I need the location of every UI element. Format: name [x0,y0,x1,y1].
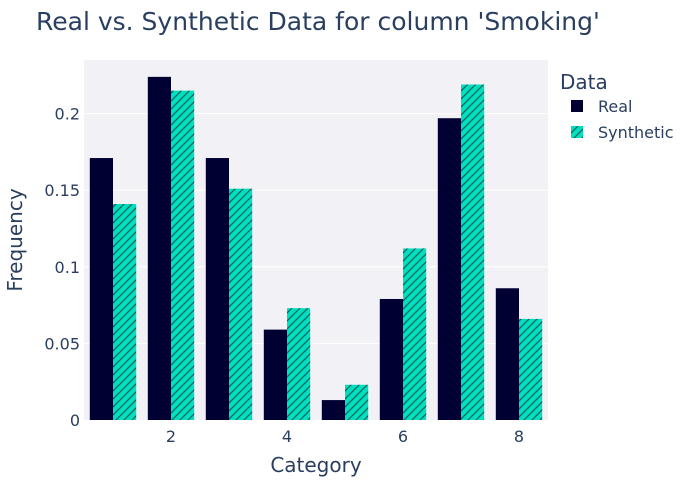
y-tick-label: 0.05 [44,334,80,353]
bar-synthetic-category-3[interactable] [229,188,253,420]
y-tick-label: 0.2 [55,105,80,124]
x-tick-label: 4 [282,427,292,446]
x-tick-label: 8 [514,427,524,446]
legend-title: Data [560,70,608,94]
legend-swatch-synthetic[interactable] [571,126,583,138]
bar-synthetic-category-5[interactable] [345,384,369,420]
x-tick-label: 6 [398,427,408,446]
bar-real-category-6[interactable] [379,298,403,420]
y-tick-label: 0 [70,411,80,430]
bar-synthetic-category-8[interactable] [519,318,543,420]
y-tick-label: 0.15 [44,181,80,200]
legend-swatch-real[interactable] [571,100,583,112]
bar-synthetic-category-7[interactable] [461,84,485,421]
bar-real-category-5[interactable] [321,400,345,420]
bar-synthetic-category-1[interactable] [113,204,137,420]
legend-label-real[interactable]: Real [598,97,633,116]
legend-label-synthetic[interactable]: Synthetic [598,123,674,142]
bar-real-category-2[interactable] [147,76,171,420]
x-tick-labels: 2 4 6 8 [166,427,524,446]
y-tick-labels: 0 0.05 0.1 0.15 0.2 [44,105,80,430]
bar-real-category-8[interactable] [495,288,519,420]
bar-real-category-1[interactable] [89,158,113,421]
chart-title: Real vs. Synthetic Data for column 'Smok… [36,7,600,36]
legend: Data Real Synthetic [560,70,674,142]
x-axis-title: Category [270,453,362,477]
y-tick-label: 0.1 [55,258,80,277]
bar-synthetic-category-2[interactable] [171,90,195,420]
bar-real-category-7[interactable] [437,118,461,420]
x-tick-label: 2 [166,427,176,446]
bar-synthetic-category-4[interactable] [287,308,311,420]
bars-group [89,76,543,421]
bar-synthetic-category-6[interactable] [403,248,427,420]
bar-real-category-4[interactable] [263,329,287,420]
bar-real-category-3[interactable] [205,158,229,421]
y-axis-title: Frequency [3,188,27,291]
